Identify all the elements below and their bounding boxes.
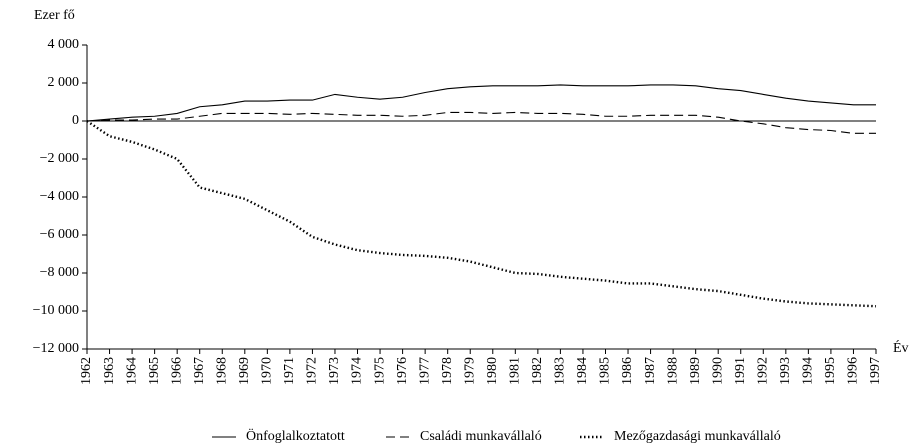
x-tick-label: 1997 bbox=[868, 357, 883, 385]
x-tick-label: 1995 bbox=[823, 357, 838, 385]
x-tick-label: 1962 bbox=[79, 357, 94, 385]
series-line bbox=[86, 120, 877, 308]
legend-label: Önfoglalkoztatott bbox=[246, 427, 345, 444]
x-tick-label: 1979 bbox=[462, 357, 477, 385]
x-tick-label: 1992 bbox=[756, 357, 771, 385]
y-tick-label: 4 000 bbox=[48, 37, 80, 52]
x-tick-label: 1973 bbox=[327, 357, 342, 385]
x-tick-label: 1977 bbox=[417, 357, 432, 385]
x-tick-label: 1989 bbox=[688, 357, 703, 385]
x-tick-label: 1978 bbox=[440, 357, 455, 385]
x-tick-label: 1987 bbox=[643, 357, 658, 385]
x-tick-label: 1974 bbox=[350, 357, 365, 385]
x-tick-label: 1993 bbox=[778, 357, 793, 385]
x-tick-label: 1980 bbox=[485, 357, 500, 385]
x-tick-label: 1976 bbox=[395, 357, 410, 385]
x-tick-label: 1969 bbox=[237, 357, 252, 385]
y-tick-label: −8 000 bbox=[40, 265, 79, 280]
x-tick-label: 1985 bbox=[598, 357, 613, 385]
y-tick-label: −12 000 bbox=[33, 341, 79, 356]
x-tick-label: 1991 bbox=[733, 357, 748, 385]
x-tick-label: 1975 bbox=[372, 357, 387, 385]
series-line bbox=[86, 111, 876, 134]
legend-label: Családi munkavállaló bbox=[420, 429, 542, 444]
x-axis-label: Év bbox=[893, 339, 909, 356]
y-tick-label: 2 000 bbox=[48, 75, 80, 90]
x-tick-label: 1996 bbox=[846, 357, 861, 385]
x-tick-label: 1988 bbox=[665, 357, 680, 385]
y-tick-label: −2 000 bbox=[40, 151, 79, 166]
x-tick-label: 1964 bbox=[124, 357, 139, 385]
x-tick-label: 1994 bbox=[801, 357, 816, 385]
legend-label: Mezőgazdasági munkavállaló bbox=[614, 429, 781, 444]
x-tick-label: 1990 bbox=[710, 357, 725, 385]
x-tick-label: 1967 bbox=[192, 357, 207, 385]
x-tick-label: 1986 bbox=[620, 357, 635, 385]
y-tick-label: −6 000 bbox=[40, 227, 79, 242]
x-tick-label: 1972 bbox=[305, 357, 320, 385]
x-tick-label: 1966 bbox=[169, 357, 184, 385]
y-tick-label: 0 bbox=[72, 113, 79, 128]
x-tick-label: 1968 bbox=[214, 357, 229, 385]
series-line bbox=[86, 84, 876, 122]
x-tick-label: 1965 bbox=[147, 357, 162, 385]
y-tick-label: −4 000 bbox=[40, 189, 79, 204]
x-tick-label: 1983 bbox=[553, 357, 568, 385]
x-tick-label: 1982 bbox=[530, 357, 545, 385]
y-axis-label: Ezer fő bbox=[34, 8, 75, 23]
x-tick-label: 1971 bbox=[282, 357, 297, 385]
x-tick-label: 1963 bbox=[102, 357, 117, 385]
x-tick-label: 1984 bbox=[575, 357, 590, 385]
x-tick-label: 1981 bbox=[508, 357, 523, 385]
x-tick-label: 1970 bbox=[260, 357, 275, 385]
y-tick-label: −10 000 bbox=[33, 303, 79, 318]
